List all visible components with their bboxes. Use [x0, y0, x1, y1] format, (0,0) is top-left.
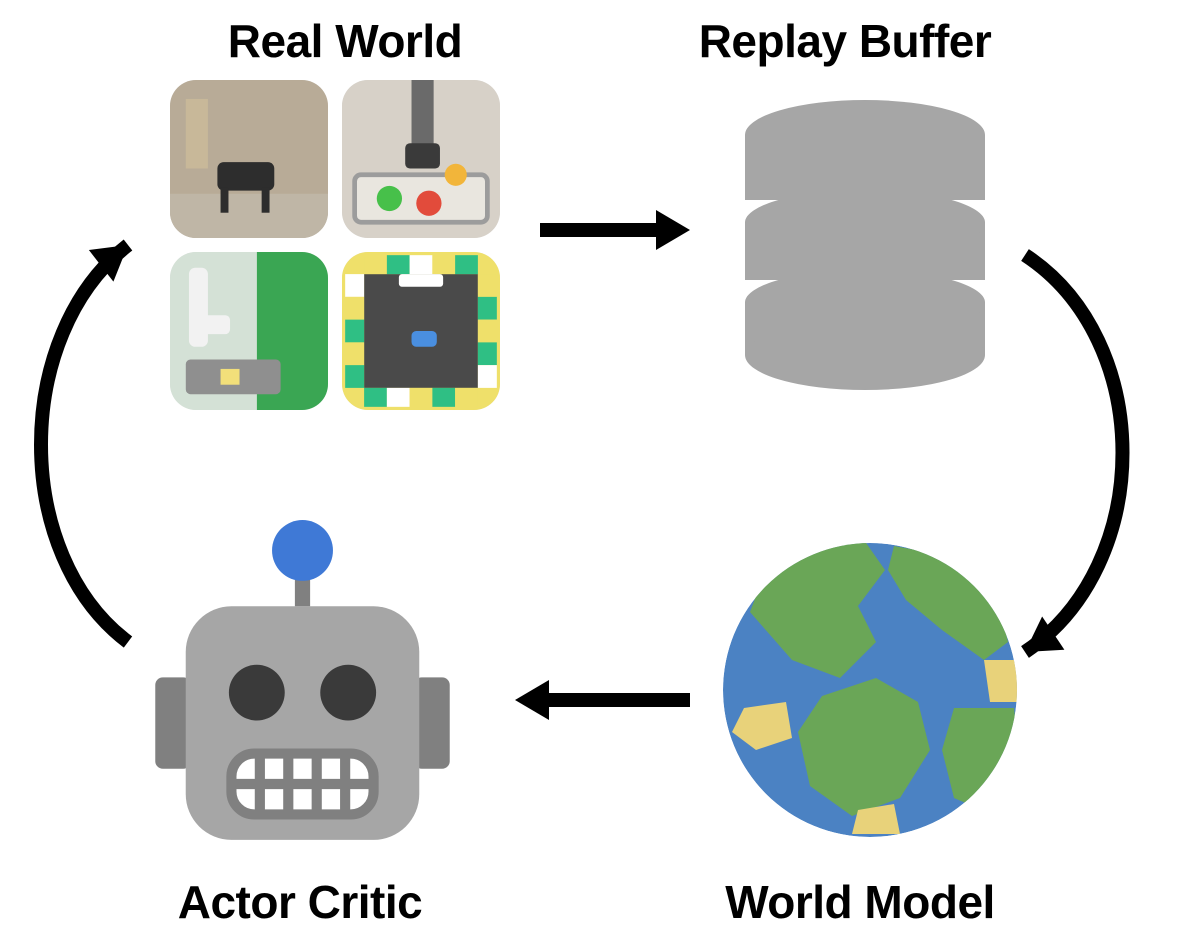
label-world-model: World Model: [680, 875, 1040, 929]
arrow-replay-buffer-to-world-model: [1025, 255, 1123, 652]
label-actor-critic: Actor Critic: [140, 875, 460, 929]
real-world-tile-robot-dog-indoor: [170, 80, 328, 238]
label-real-world: Real World: [185, 14, 505, 68]
node-real-world: [170, 80, 500, 410]
photo-placeholder-icon: [342, 252, 500, 410]
node-actor-critic: [150, 520, 455, 850]
diagram-stage: Real World Replay Buffer Actor Critic Wo…: [0, 0, 1200, 947]
database-icon: [740, 100, 990, 390]
arrow-world-model-to-actor-critic: [515, 680, 690, 720]
node-replay-buffer: [740, 100, 990, 390]
label-replay-buffer: Replay Buffer: [655, 14, 1035, 68]
robot-face-icon: [150, 520, 455, 850]
real-world-tile-robot-arm-pick-place: [342, 80, 500, 238]
photo-placeholder-icon: [170, 252, 328, 410]
node-world-model: [720, 540, 1020, 840]
arrow-actor-critic-to-real-world: [41, 245, 128, 642]
photo-placeholder-icon: [342, 80, 500, 238]
real-world-tile-toy-car-arena-top-down: [342, 252, 500, 410]
arrow-real-world-to-replay-buffer: [540, 210, 690, 250]
globe-icon: [720, 540, 1020, 840]
real-world-tile-white-robot-arm-trays: [170, 252, 328, 410]
photo-placeholder-icon: [170, 80, 328, 238]
